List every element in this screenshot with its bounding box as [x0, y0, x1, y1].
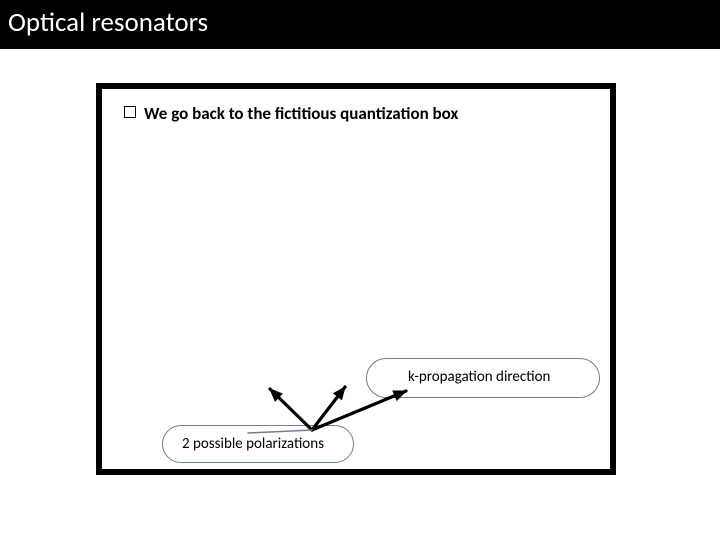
label-k-propagation: k-propagation direction — [408, 368, 550, 386]
slide-title: Optical resonators — [8, 6, 710, 39]
content-box — [96, 83, 616, 475]
bullet-text: We go back to the fictitious quantizatio… — [144, 103, 458, 124]
label-polarizations: 2 possible polarizations — [182, 435, 324, 453]
slide-root: Optical resonators We go back to the fic… — [0, 0, 720, 540]
title-bar: Optical resonators — [0, 0, 720, 49]
square-bullet-icon — [124, 106, 136, 118]
bullet-item: We go back to the fictitious quantizatio… — [124, 103, 458, 124]
